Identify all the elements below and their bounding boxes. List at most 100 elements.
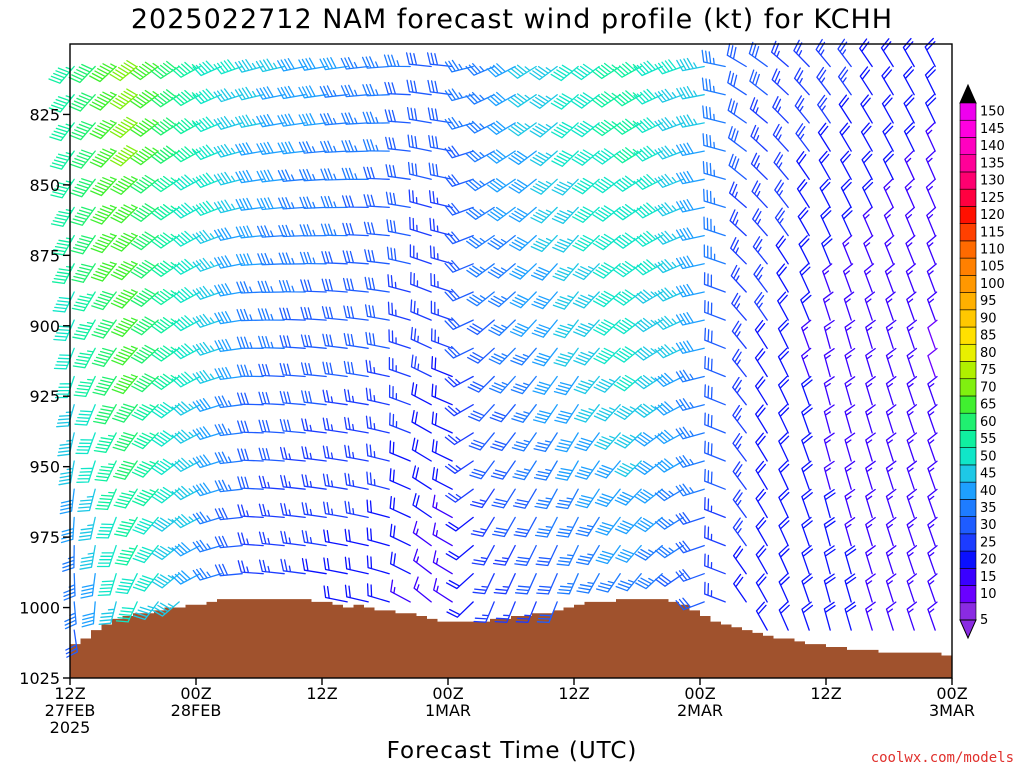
wind-barb <box>844 347 856 378</box>
wind-barb <box>796 151 810 180</box>
wind-barb <box>151 573 180 589</box>
wind-barb <box>551 121 579 139</box>
wind-barb <box>409 244 432 265</box>
x-tick-label: 12Z <box>810 684 841 703</box>
wind-barb <box>865 404 876 434</box>
wind-barb <box>192 257 222 272</box>
wind-barb <box>214 535 243 549</box>
wind-barb <box>925 178 936 209</box>
wind-barb <box>236 308 264 322</box>
wind-barb <box>113 488 138 509</box>
colorbar-label: 120 <box>980 208 1005 223</box>
wind-barb <box>214 255 243 269</box>
wind-barb <box>777 347 789 378</box>
wind-barb <box>676 142 705 157</box>
wind-barb <box>342 222 369 237</box>
wind-barb <box>389 523 411 547</box>
wind-barb <box>863 263 875 293</box>
wind-barb <box>192 144 222 161</box>
wind-barb <box>151 544 180 561</box>
x-tick-label: 2MAR <box>677 701 723 720</box>
wind-barb <box>344 416 369 434</box>
wind-barb <box>444 317 474 331</box>
wind-barb <box>906 488 918 519</box>
wind-barb <box>732 545 747 575</box>
wind-barb <box>613 346 642 363</box>
wind-barb <box>112 403 138 423</box>
wind-barb <box>51 234 75 256</box>
wind-barb <box>50 206 75 227</box>
colorbar-swatch <box>959 343 977 362</box>
wind-barb <box>750 152 768 180</box>
colorbar-label: 65 <box>980 398 997 413</box>
wind-barb <box>171 401 201 416</box>
colorbar-swatch <box>959 499 977 517</box>
wind-barb <box>494 601 516 623</box>
wind-barb <box>553 375 579 396</box>
wind-barb <box>445 573 474 590</box>
wind-barb <box>109 88 138 110</box>
wind-barb <box>924 37 936 68</box>
wind-barb <box>675 569 705 582</box>
colorbar-swatch <box>959 188 977 207</box>
wind-barb <box>258 335 285 349</box>
wind-barb <box>110 175 138 195</box>
wind-barb <box>468 432 495 451</box>
wind-barb <box>131 432 159 450</box>
wind-barb <box>213 59 243 75</box>
x-tick-label: 12Z <box>54 684 85 703</box>
wind-barb <box>277 85 306 100</box>
wind-barb <box>801 516 813 547</box>
wind-barb <box>98 601 117 625</box>
colorbar-label: 55 <box>980 432 997 447</box>
wind-barb <box>612 118 642 135</box>
wind-barb <box>151 288 180 306</box>
wind-barb <box>256 86 285 100</box>
wind-barb <box>927 347 938 378</box>
wind-barb <box>530 263 558 281</box>
wind-barb <box>755 601 768 631</box>
wind-barb <box>675 369 705 383</box>
wind-barb <box>235 225 264 239</box>
wind-barb <box>488 319 516 337</box>
wind-barb <box>732 461 747 490</box>
wind-barb <box>213 88 243 103</box>
wind-barb <box>343 305 369 321</box>
wind-barb <box>444 145 474 159</box>
wind-barb <box>213 116 243 130</box>
wind-barb <box>323 529 348 547</box>
wind-barb <box>466 319 495 336</box>
wind-barb <box>150 60 180 80</box>
wind-barb <box>258 503 285 519</box>
colorbar-swatch <box>959 171 977 190</box>
wind-barb <box>362 111 390 124</box>
colorbar-label: 45 <box>980 467 997 482</box>
colorbar-swatch <box>959 292 977 311</box>
wind-barb <box>319 112 348 126</box>
wind-barb <box>132 544 159 564</box>
wind-barb <box>903 94 915 124</box>
wind-barb <box>754 376 768 406</box>
wind-barb <box>844 432 856 462</box>
wind-barb <box>703 216 726 237</box>
wind-barb <box>490 460 516 480</box>
wind-barb <box>533 460 558 481</box>
wind-barb <box>493 573 516 595</box>
wind-barb <box>905 235 916 265</box>
wind-barb <box>702 105 726 124</box>
wind-barb <box>171 343 201 360</box>
wind-barb <box>614 432 642 449</box>
wind-barb <box>592 205 621 222</box>
wind-barb <box>150 204 180 221</box>
wind-barb <box>487 206 516 222</box>
terrain <box>70 599 952 678</box>
wind-barb <box>906 545 918 575</box>
wind-barb <box>192 285 222 300</box>
wind-barb <box>593 404 621 422</box>
wind-barb <box>509 263 537 280</box>
wind-barb <box>68 63 96 84</box>
wind-barb <box>72 347 96 369</box>
wind-barb <box>882 150 894 180</box>
colorbar-label: 70 <box>980 380 997 395</box>
wind-barb <box>343 388 369 406</box>
